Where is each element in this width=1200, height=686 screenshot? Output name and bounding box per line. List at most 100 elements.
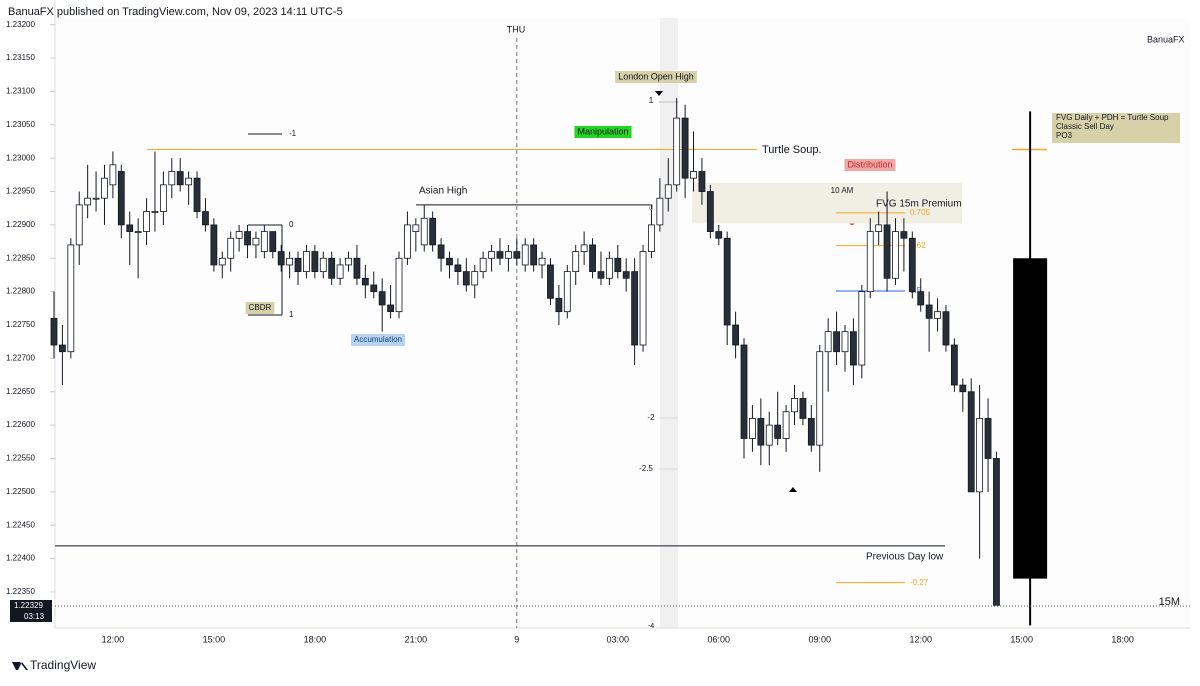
annotation-bg <box>350 334 406 346</box>
x-tick-label: 12:00 <box>909 634 932 644</box>
annotation-bg <box>615 71 697 83</box>
candle-up <box>479 257 487 273</box>
note-line: PO3 <box>1056 131 1073 140</box>
candle-up <box>749 418 756 439</box>
candle-down <box>126 224 134 232</box>
candle-up <box>84 197 92 206</box>
y-tick-label: 1.22950 <box>6 187 35 196</box>
candle-up <box>420 217 428 246</box>
candle-down <box>513 251 521 259</box>
candle-down <box>429 217 437 246</box>
candle-down <box>993 458 1000 606</box>
candle-up <box>648 224 655 252</box>
candle-down <box>807 418 815 446</box>
candle-up <box>488 251 495 259</box>
y-tick-label: 1.22450 <box>6 520 35 529</box>
candle-down <box>984 418 992 459</box>
candle-down <box>210 224 218 266</box>
candle-down <box>547 264 554 299</box>
candle-up <box>538 257 546 266</box>
candle-up <box>75 204 83 246</box>
candle-down <box>732 324 739 346</box>
candle-up <box>639 251 647 346</box>
candle-up <box>143 211 150 232</box>
candle-down <box>723 237 731 326</box>
candle-down <box>589 244 596 273</box>
candle-up <box>690 171 697 179</box>
htf-candle <box>1013 258 1048 579</box>
candle-down <box>462 271 470 286</box>
candle-down <box>387 304 394 313</box>
y-tick-label: 1.23150 <box>6 53 35 62</box>
annotation: 10 AM <box>831 186 854 195</box>
candle-down <box>555 297 563 313</box>
marker <box>789 487 797 492</box>
annotation: CBDR <box>249 303 272 312</box>
level-label: Turtle Soup. <box>762 144 822 156</box>
candle-down <box>967 391 975 493</box>
note-box <box>1052 113 1180 143</box>
annotation: -2.5 <box>639 464 653 473</box>
x-tick-label: 15:00 <box>1010 634 1033 644</box>
candle-down <box>353 257 361 279</box>
fvg-label: FVG 15m Premium <box>876 199 962 210</box>
candle-down <box>740 344 748 439</box>
candle-down <box>917 291 925 306</box>
candle-up <box>934 311 941 319</box>
candle-down <box>942 311 950 346</box>
tv-logo <box>12 662 28 670</box>
footer: TradingView <box>30 658 96 672</box>
candle-down <box>193 177 201 212</box>
candle-up <box>252 237 260 246</box>
candle-up <box>303 251 310 273</box>
annotation: Distribution <box>847 159 892 169</box>
candle-up <box>656 197 664 226</box>
candle-down <box>908 237 916 293</box>
level-label: 0.705 <box>910 208 931 217</box>
candle-up <box>134 231 142 233</box>
x-tick-label: 06:00 <box>708 634 731 644</box>
candle-down <box>799 398 807 419</box>
candle-up <box>286 257 294 266</box>
candle-up <box>404 224 411 259</box>
y-tick-label: 1.23100 <box>6 87 35 96</box>
plot-bg <box>55 18 1190 628</box>
level-label: 0.5 <box>910 286 922 295</box>
y-tick-label: 1.22700 <box>6 353 35 362</box>
candle-down <box>900 231 908 239</box>
countdown: 03:13 <box>24 612 45 621</box>
candle-up <box>765 424 773 446</box>
annotation: Manipulation <box>577 126 628 136</box>
candle-down <box>328 257 336 279</box>
candle-up <box>976 418 984 493</box>
candle-up <box>673 117 681 186</box>
x-tick-label: 09:00 <box>808 634 831 644</box>
candle-down <box>117 171 125 226</box>
candle-up <box>664 184 672 199</box>
annotation-bg <box>574 126 632 138</box>
candle-up <box>782 411 790 439</box>
annotation: 1 <box>649 96 654 105</box>
candle-up <box>572 251 580 273</box>
y-tick-label: 1.22900 <box>6 220 35 229</box>
session-band <box>660 18 678 628</box>
x-tick-label: 03:00 <box>607 634 630 644</box>
candle-down <box>244 231 251 246</box>
candle-up <box>92 197 100 200</box>
price-tag <box>10 599 52 622</box>
candle-up <box>892 231 899 279</box>
candle-down <box>269 231 277 252</box>
candle-up <box>824 331 832 353</box>
candle-up <box>816 351 824 446</box>
y-tick-label: 1.22850 <box>6 253 35 262</box>
candle-up <box>101 177 108 199</box>
annotation: 1 <box>289 310 294 319</box>
candle-down <box>959 384 967 393</box>
candle-down <box>715 231 723 239</box>
candle-up <box>336 264 344 279</box>
level-label: -0.27 <box>910 578 929 587</box>
candle-down <box>378 291 386 306</box>
y-tick-label: 1.23050 <box>6 120 35 129</box>
x-tick-label: 9 <box>514 634 519 644</box>
annotation: -2 <box>647 413 655 422</box>
